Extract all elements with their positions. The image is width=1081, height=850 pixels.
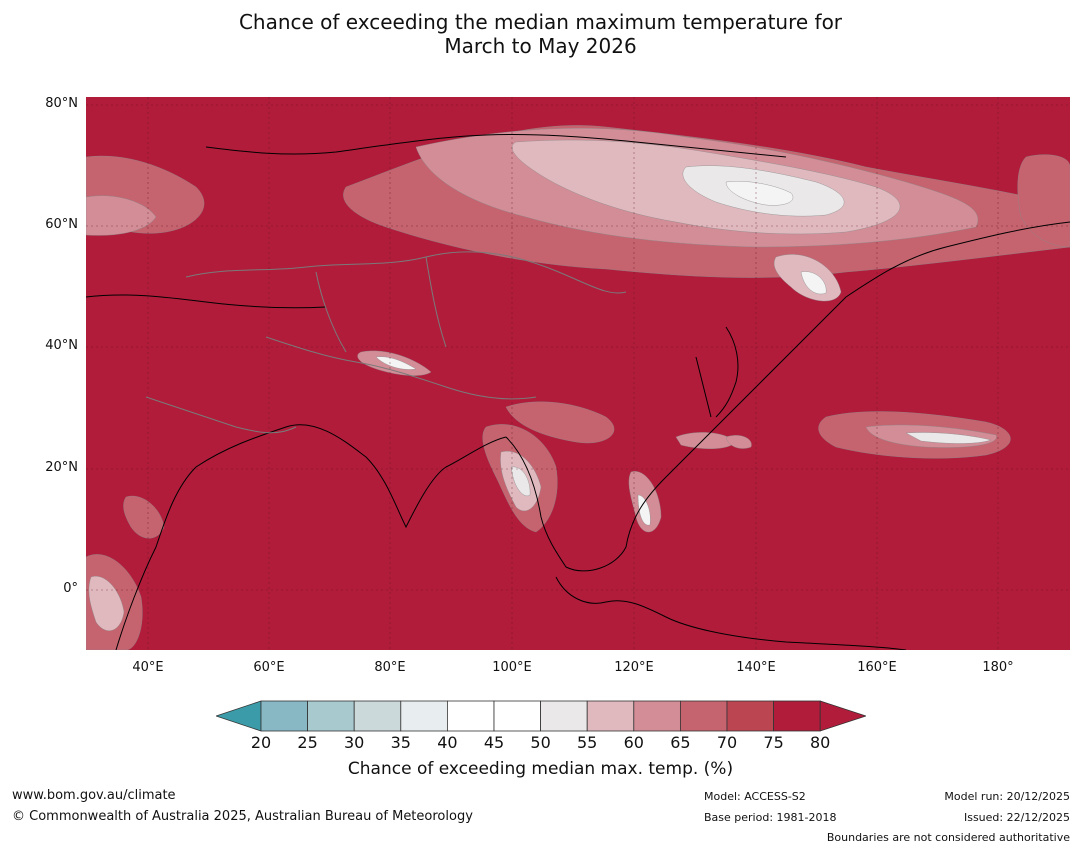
colorbar-tick-label: 25 (297, 733, 318, 752)
shade-west-65 (86, 195, 157, 236)
colorbar-cell (446, 700, 495, 732)
footer-url[interactable]: www.bom.gov.au/climate (12, 788, 176, 803)
footer-issued: Issued: 22/12/2025 (963, 811, 1070, 824)
shade-pacific-55 (905, 432, 992, 444)
colorbar-tick-label: 75 (763, 733, 784, 752)
colorbar-cell (773, 700, 821, 732)
colorbar-cell (586, 700, 635, 732)
longitude-label: 100°E (492, 660, 532, 675)
footer-disclaimer: Boundaries are not considered authoritat… (826, 831, 1070, 844)
latitude-label: 80°N (45, 96, 78, 111)
longitude-label: 40°E (132, 660, 164, 675)
colorbar-tick-label: 45 (483, 733, 505, 752)
longitude-label: 80°E (374, 660, 406, 675)
colorbar-tick-label: 20 (250, 733, 272, 752)
latitude-label: 0° (63, 581, 78, 596)
colorbar-title: Chance of exceeding median max. temp. (%… (347, 759, 734, 779)
colorbar-cell (400, 700, 448, 732)
colorbar-cell (540, 700, 588, 732)
shade-china-70 (505, 401, 614, 444)
colorbar-tick-label: 70 (716, 733, 738, 752)
title-line-2: March to May 2026 (444, 34, 637, 58)
shade-okhotsk-50 (800, 271, 827, 295)
colorbar-tick-label: 35 (390, 733, 411, 752)
latitude-label: 40°N (45, 338, 78, 353)
probability-map (86, 97, 1070, 650)
shade-ethiopia-70 (123, 495, 165, 539)
footer-base-period: Base period: 1981-2018 (704, 811, 837, 824)
colorbar-cell (679, 700, 728, 732)
colorbar-cell (493, 700, 541, 732)
longitude-label: 60°E (253, 660, 285, 675)
colorbar (216, 700, 866, 732)
longitude-label: 140°E (736, 660, 776, 675)
shade-tibet-50 (375, 356, 417, 370)
chart-title: Chance of exceeding the median maximum t… (0, 10, 1081, 58)
footer-model: Model: ACCESS-S2 (704, 790, 806, 803)
longitude-label: 180° (982, 660, 1014, 675)
colorbar-tick-label: 55 (577, 733, 598, 752)
latitude-label: 60°N (45, 217, 78, 232)
footer-model-run: Model run: 20/12/2025 (944, 790, 1070, 803)
shade-philippines-50 (637, 494, 651, 526)
colorbar-cell (307, 700, 355, 732)
colorbar-tick-label: 60 (623, 733, 644, 752)
colorbar-tick-label: 80 (810, 733, 831, 752)
longitude-label: 160°E (857, 660, 897, 675)
longitude-label: 120°E (614, 660, 654, 675)
shade-pacific3-65 (725, 435, 752, 449)
latitude-label: 20°N (45, 460, 78, 475)
probability-shading (86, 125, 1070, 650)
country-borders (145, 251, 627, 434)
colorbar-tick-label: 50 (530, 733, 551, 752)
colorbar-tick-label: 40 (437, 733, 458, 752)
colorbar-low-extension (216, 700, 262, 732)
colorbar-cell (726, 700, 774, 732)
colorbar-cell (260, 700, 308, 732)
gridlines (86, 97, 1070, 650)
footer-copyright: © Commonwealth of Australia 2025, Austra… (12, 809, 473, 824)
shade-siberia-50 (725, 181, 794, 206)
shade-indochina-55 (510, 466, 531, 497)
colorbar-cell (633, 700, 681, 732)
coastlines (86, 133, 1070, 650)
colorbar-high-extension (819, 700, 866, 732)
colorbar-cell (353, 700, 402, 732)
title-line-1: Chance of exceeding the median maximum t… (238, 10, 843, 34)
colorbar-tick-label: 30 (344, 733, 365, 752)
colorbar-cells (216, 700, 866, 732)
colorbar-tick-label: 65 (670, 733, 691, 752)
